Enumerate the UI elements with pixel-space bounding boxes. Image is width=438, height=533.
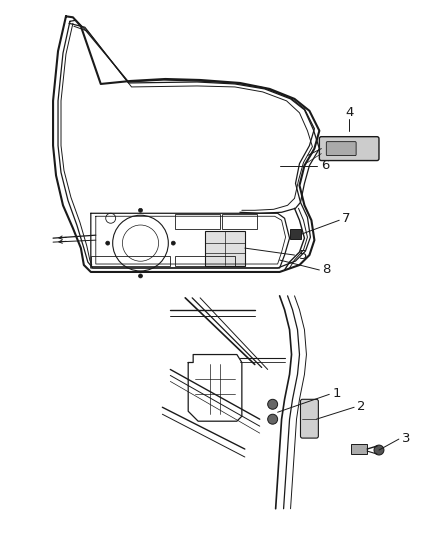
Bar bbox=[91, 256, 170, 266]
Circle shape bbox=[138, 274, 142, 278]
Bar bbox=[175, 256, 235, 266]
Text: 2: 2 bbox=[357, 400, 366, 413]
Circle shape bbox=[138, 208, 142, 212]
Bar bbox=[222, 214, 257, 229]
FancyBboxPatch shape bbox=[326, 142, 356, 156]
Bar bbox=[205, 231, 245, 266]
Text: 4: 4 bbox=[345, 106, 353, 119]
Text: 6: 6 bbox=[321, 159, 330, 172]
Text: 7: 7 bbox=[342, 212, 351, 225]
Bar bbox=[175, 214, 220, 229]
Circle shape bbox=[106, 241, 110, 245]
Bar bbox=[351, 444, 367, 454]
Circle shape bbox=[268, 414, 278, 424]
Text: 8: 8 bbox=[322, 263, 331, 277]
Text: 3: 3 bbox=[402, 432, 410, 445]
Text: 1: 1 bbox=[332, 387, 341, 400]
Circle shape bbox=[374, 445, 384, 455]
FancyBboxPatch shape bbox=[319, 136, 379, 160]
Circle shape bbox=[171, 241, 175, 245]
Circle shape bbox=[268, 399, 278, 409]
FancyBboxPatch shape bbox=[300, 399, 318, 438]
Text: 5: 5 bbox=[298, 248, 307, 262]
Bar bbox=[290, 229, 301, 239]
